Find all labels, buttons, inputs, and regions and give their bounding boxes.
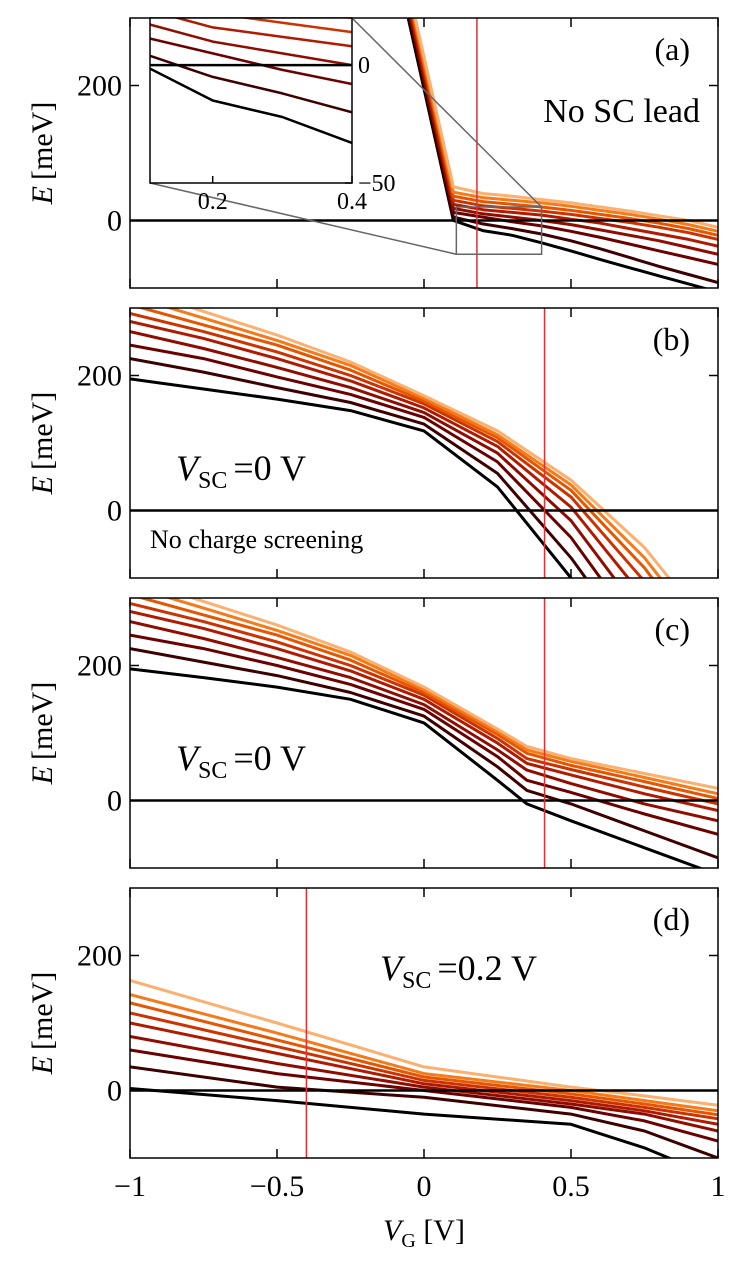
series-line — [150, 23, 352, 67]
panel: −1 −0.5 0 0.5 1 0 200 E[meV] (d) VSC =0.2 V VG [V] — [26, 887, 726, 1252]
series-line — [188, 308, 671, 578]
series-line — [164, 308, 663, 578]
series-line — [130, 667, 704, 868]
zoom-connector — [149, 182, 457, 255]
y-tick-label: 200 — [77, 940, 122, 973]
annotation: VSC =0.2 V — [380, 948, 537, 994]
y-tick-label: 0 — [107, 205, 122, 238]
series-line — [150, 67, 352, 145]
series-line — [130, 1048, 718, 1143]
series-line — [130, 601, 718, 806]
series-line — [136, 598, 718, 800]
y-tick-label: −50 — [358, 171, 396, 197]
inset-plot — [150, 18, 352, 145]
series-line — [130, 1035, 718, 1133]
series-line — [136, 308, 654, 578]
y-tick-label: 0 — [107, 1075, 122, 1108]
series-line — [130, 610, 718, 813]
plot-area — [130, 18, 718, 288]
y-tick-label: 200 — [77, 70, 122, 103]
series-line — [150, 54, 352, 114]
x-tick-label: 0 — [417, 1170, 432, 1203]
plot-area — [130, 888, 718, 1158]
panel-label: (c) — [654, 611, 690, 647]
series-line — [130, 1087, 673, 1158]
y-tick-label: 200 — [77, 360, 122, 393]
series-line — [406, 18, 709, 288]
y-axis-label: E[meV] — [26, 972, 59, 1076]
x-tick-label: 1 — [711, 1170, 726, 1203]
panel-label: (a) — [654, 31, 690, 67]
plot-area — [130, 308, 718, 578]
zoom-connector — [351, 17, 543, 208]
y-axis-label: E[meV] — [26, 392, 59, 496]
annotation: VSC =0 V — [176, 738, 306, 784]
series-line — [130, 1065, 718, 1158]
panel-label: (b) — [653, 321, 690, 357]
panel: 0 200 E[meV] (a) No SC lead 0.2 0.4 0 −50 — [26, 17, 719, 289]
series-line — [130, 343, 603, 578]
series-line — [410, 18, 718, 248]
series-line — [130, 377, 573, 578]
series-line — [130, 647, 718, 860]
series-line — [130, 633, 718, 836]
series-line — [130, 1001, 718, 1117]
series-line — [130, 979, 718, 1107]
y-tick-label: 0 — [358, 53, 370, 79]
x-tick-label: 0.2 — [198, 189, 228, 215]
series-line — [130, 357, 588, 578]
series-line — [173, 18, 352, 48]
plot-area — [130, 598, 718, 868]
inset-frame — [149, 17, 353, 184]
y-axis-label: E[meV] — [26, 102, 59, 206]
frame — [129, 597, 719, 869]
series-line — [411, 18, 718, 241]
series-line — [130, 311, 644, 578]
y-tick-label: 0 — [107, 495, 122, 528]
x-tick-label: 0.4 — [337, 189, 367, 215]
series-line — [130, 320, 631, 578]
series-line — [150, 37, 352, 86]
panel-label: (d) — [653, 901, 690, 937]
series-line — [409, 18, 718, 256]
series-line — [130, 330, 616, 578]
series-line — [130, 1011, 718, 1121]
x-tick-label: 0.5 — [552, 1170, 590, 1203]
x-tick-label: −1 — [114, 1170, 146, 1203]
panel: 0 200 E[meV] (c) VSC =0 V — [26, 597, 719, 869]
inset: 0.2 0.4 0 −50 — [149, 17, 396, 215]
annotation: No charge screening — [150, 525, 363, 554]
y-tick-label: 200 — [77, 650, 122, 683]
y-tick-label: 0 — [107, 785, 122, 818]
y-axis-label: E[meV] — [26, 682, 59, 786]
x-axis-label: VG [V] — [383, 1214, 465, 1252]
series-line — [130, 1021, 718, 1126]
series-line — [164, 598, 718, 796]
zoom-box — [455, 206, 543, 255]
series-line — [411, 18, 718, 237]
annotation: VSC =0 V — [176, 448, 306, 494]
annotation: No SC lead — [543, 93, 700, 130]
series-line — [130, 620, 718, 823]
series-line — [188, 598, 718, 790]
series-line — [130, 993, 718, 1113]
series-line — [408, 18, 718, 266]
x-tick-label: −0.5 — [250, 1170, 304, 1203]
series-line — [413, 18, 718, 229]
panel: 0 200 E[meV] (b) No charge screening VSC =0 V — [26, 307, 719, 579]
